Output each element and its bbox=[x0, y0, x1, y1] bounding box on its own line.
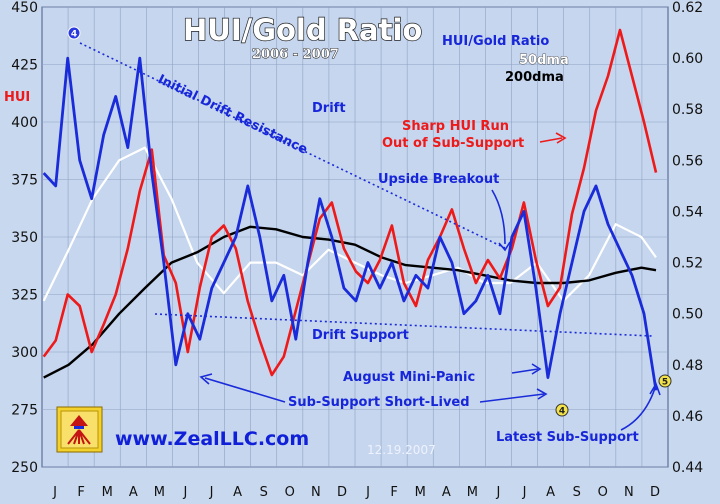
svg-text:4: 4 bbox=[71, 30, 77, 40]
annotation-sharp-hui-run: Sharp HUI Run bbox=[402, 119, 509, 134]
annotation-arrows bbox=[199, 189, 661, 431]
month-label: J bbox=[365, 485, 370, 500]
legend-ratio: HUI/Gold Ratio bbox=[442, 34, 549, 49]
month-label: A bbox=[233, 485, 242, 500]
legend-200dma: 200dma bbox=[505, 70, 564, 85]
chart-subtitle: 2006 - 2007 bbox=[252, 47, 339, 62]
right-tick-label: 0.50 bbox=[672, 307, 703, 323]
month-label: N bbox=[311, 485, 321, 500]
month-label: A bbox=[442, 485, 451, 500]
left-tick-label: 400 bbox=[11, 115, 38, 131]
month-label: N bbox=[624, 485, 634, 500]
left-tick-label: 450 bbox=[11, 0, 38, 16]
month-label: S bbox=[573, 485, 581, 500]
annotation-arrow-red bbox=[539, 132, 567, 144]
site-url: www.ZealLLC.com bbox=[115, 428, 309, 450]
left-tick-label: 325 bbox=[11, 288, 38, 304]
annotation-august-mini-panic: August Mini-Panic bbox=[343, 370, 475, 385]
left-axis-ticks: 450 425 400 375 350 325 300 275 250 bbox=[11, 0, 38, 476]
series-line-200dma bbox=[43, 225, 657, 379]
zeal-logo bbox=[56, 406, 103, 453]
right-tick-label: 0.54 bbox=[672, 204, 703, 220]
right-tick-label: 0.60 bbox=[672, 51, 703, 67]
right-tick-label: 0.62 bbox=[672, 0, 703, 16]
chart-title: HUI/Gold Ratio bbox=[183, 13, 422, 47]
right-tick-label: 0.46 bbox=[672, 409, 703, 425]
right-tick-label: 0.48 bbox=[672, 358, 703, 374]
annotation-upside-breakout: Upside Breakout bbox=[378, 172, 499, 187]
month-label: F bbox=[390, 485, 397, 500]
chart-date: 12.19.2007 bbox=[367, 443, 436, 457]
left-tick-label: 350 bbox=[11, 230, 38, 246]
svg-text:4: 4 bbox=[559, 407, 565, 417]
month-label: J bbox=[183, 485, 188, 500]
month-label: M bbox=[467, 485, 478, 500]
legend-50dma: 50dma bbox=[519, 53, 569, 68]
month-label: F bbox=[77, 485, 84, 500]
right-tick-label: 0.58 bbox=[672, 102, 703, 118]
left-axis-label: HUI bbox=[4, 90, 30, 105]
annotation-latest-sub-support: Latest Sub-Support bbox=[496, 430, 639, 445]
month-label: D bbox=[337, 485, 347, 500]
annotation-drift: Drift bbox=[312, 101, 346, 116]
left-tick-label: 425 bbox=[11, 58, 38, 74]
month-label: J bbox=[52, 485, 57, 500]
month-label: J bbox=[496, 485, 501, 500]
annotation-drift-support: Drift Support bbox=[312, 328, 409, 343]
month-label: S bbox=[260, 485, 268, 500]
series-lines bbox=[42, 28, 658, 391]
right-tick-label: 0.52 bbox=[672, 256, 703, 272]
series-line-hui-gold-ratio bbox=[42, 56, 658, 391]
month-label: M bbox=[102, 485, 113, 500]
right-axis-ticks: 0.62 0.60 0.58 0.56 0.54 0.52 0.50 0.48 0.46 0.44 bbox=[672, 0, 703, 476]
svg-text:5: 5 bbox=[662, 378, 668, 388]
series-line-hui bbox=[42, 28, 658, 377]
month-label: O bbox=[285, 485, 295, 500]
left-tick-label: 300 bbox=[11, 345, 38, 361]
month-label: A bbox=[546, 485, 555, 500]
month-label: J bbox=[209, 485, 214, 500]
month-label: M bbox=[154, 485, 165, 500]
marker-4-start: 4 bbox=[67, 26, 81, 40]
left-tick-label: 250 bbox=[11, 460, 38, 476]
month-label: D bbox=[650, 485, 660, 500]
annotation-sub-support-short-lived: Sub-Support Short-Lived bbox=[288, 395, 470, 410]
left-tick-label: 375 bbox=[11, 173, 38, 189]
month-label: O bbox=[598, 485, 608, 500]
right-tick-label: 0.56 bbox=[672, 153, 703, 169]
annotation-out-of-sub-support: Out of Sub-Support bbox=[382, 136, 524, 151]
marker-4-august: 4 bbox=[555, 403, 569, 417]
right-tick-label: 0.44 bbox=[672, 460, 703, 476]
drift-resistance-line bbox=[79, 42, 506, 249]
month-label: A bbox=[129, 485, 138, 500]
month-label: J bbox=[522, 485, 527, 500]
marker-5-latest: 5 bbox=[658, 374, 672, 388]
left-tick-label: 275 bbox=[11, 403, 38, 419]
month-label: M bbox=[415, 485, 426, 500]
